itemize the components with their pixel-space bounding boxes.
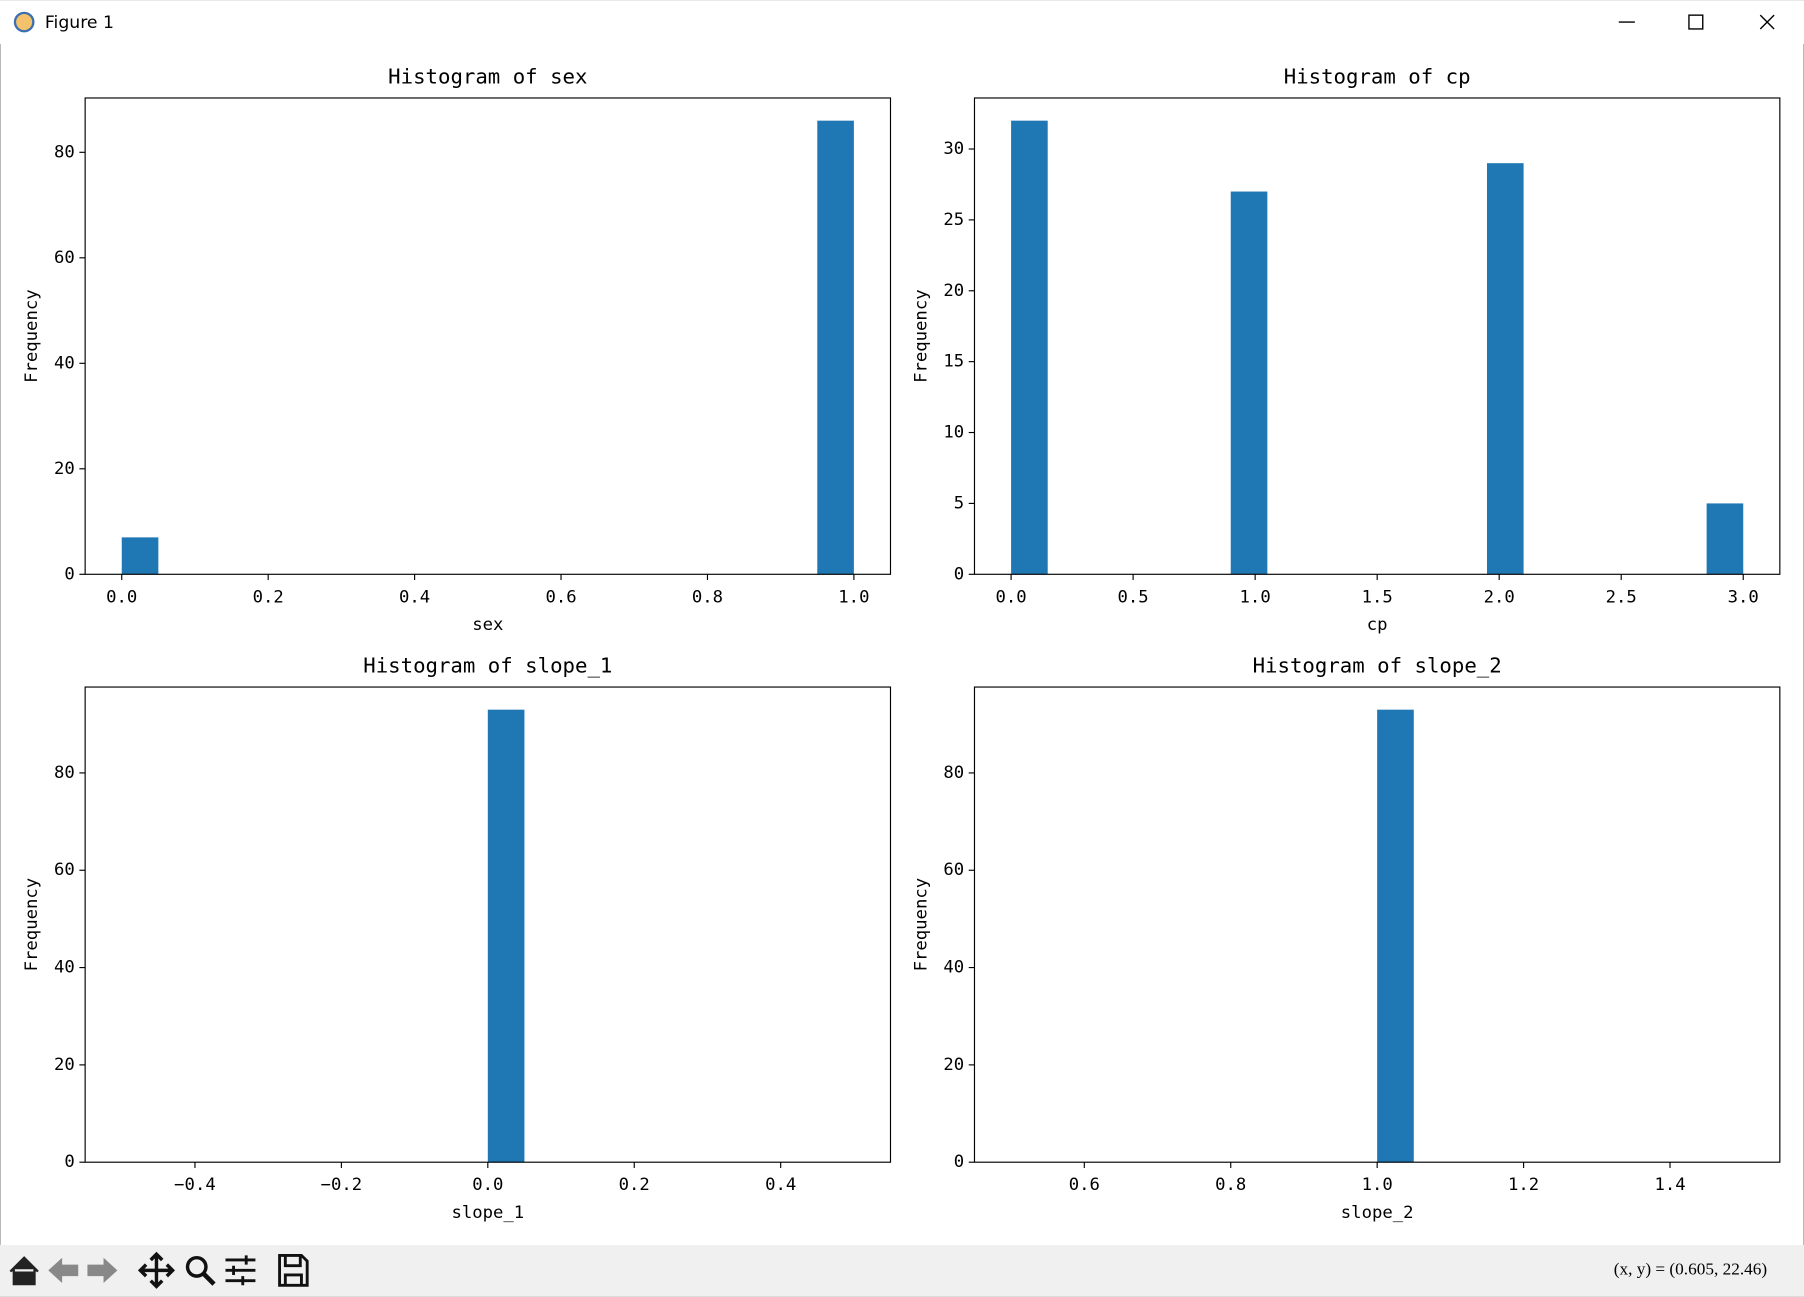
x-tick-label: 0.4 xyxy=(765,1175,796,1195)
x-tick-label: 0.0 xyxy=(996,587,1027,607)
x-tick-label: 0.0 xyxy=(106,587,137,607)
forward-button[interactable] xyxy=(87,1257,118,1284)
bar xyxy=(1011,120,1048,575)
x-tick-label: 0.5 xyxy=(1118,587,1149,607)
y-tick-label: 0 xyxy=(64,564,74,584)
x-tick-label: −0.2 xyxy=(321,1175,363,1195)
bar xyxy=(1230,191,1268,575)
x-tick-label: 1.0 xyxy=(838,587,869,607)
x-tick-label: 1.5 xyxy=(1362,587,1393,607)
axes-frame xyxy=(84,686,892,1163)
bar xyxy=(121,537,159,575)
y-tick-label: 20 xyxy=(54,1055,75,1075)
y-axis-label: Frequency xyxy=(22,878,42,971)
y-tick-label: 60 xyxy=(943,860,964,880)
x-tick-label: 0.4 xyxy=(399,587,430,607)
y-tick-label: 60 xyxy=(54,860,75,880)
bar xyxy=(817,120,854,575)
y-tick-label: 80 xyxy=(54,763,75,783)
y-tick-label: 20 xyxy=(54,459,75,479)
chart-title: Histogram of cp xyxy=(1284,64,1471,88)
x-tick-label: 0.6 xyxy=(1069,1175,1100,1195)
x-tick-label: 0.2 xyxy=(253,587,284,607)
pan-button[interactable] xyxy=(137,1251,176,1289)
y-tick-label: 80 xyxy=(943,763,964,783)
y-tick-label: 30 xyxy=(943,139,964,159)
x-tick-label: 0.8 xyxy=(1215,1175,1246,1195)
x-axis-label: slope_1 xyxy=(451,1203,524,1223)
zoom-button[interactable] xyxy=(185,1255,208,1278)
y-axis-label: Frequency xyxy=(22,289,42,382)
chart-title: Histogram of slope_1 xyxy=(363,653,612,677)
bar xyxy=(1486,163,1524,575)
bar xyxy=(1706,503,1744,575)
app-icon xyxy=(13,11,35,33)
back-button[interactable] xyxy=(48,1257,79,1284)
x-tick-label: 3.0 xyxy=(1728,587,1759,607)
bar xyxy=(1377,709,1414,1163)
x-tick-label: 0.8 xyxy=(692,587,723,607)
x-tick-label: 2.5 xyxy=(1606,587,1637,607)
y-tick-label: 0 xyxy=(64,1152,74,1172)
x-tick-label: 0.6 xyxy=(545,587,576,607)
y-tick-label: 5 xyxy=(954,493,964,513)
x-tick-label: 1.0 xyxy=(1362,1175,1393,1195)
zoom-handle xyxy=(202,1272,216,1286)
y-tick-label: 40 xyxy=(943,958,964,978)
x-axis-label: cp xyxy=(1367,615,1388,635)
chart-title: Histogram of slope_2 xyxy=(1253,653,1502,677)
y-tick-label: 0 xyxy=(954,564,964,584)
axes-frame xyxy=(84,97,892,575)
y-tick-label: 20 xyxy=(943,281,964,301)
save-button[interactable] xyxy=(278,1253,309,1287)
x-axis-label: sex xyxy=(472,615,503,635)
y-axis-label: Frequency xyxy=(912,878,932,971)
x-axis-label: slope_2 xyxy=(1341,1203,1414,1223)
title-bar xyxy=(0,0,1804,44)
y-tick-label: 10 xyxy=(943,423,964,443)
status-text: (x, y) = (0.605, 22.46) xyxy=(1614,1259,1767,1278)
chart-title: Histogram of sex xyxy=(388,64,587,88)
x-tick-label: 1.2 xyxy=(1508,1175,1539,1195)
x-tick-label: 0.2 xyxy=(619,1175,650,1195)
y-tick-label: 60 xyxy=(54,248,75,268)
close-button[interactable] xyxy=(1759,14,1775,30)
home-button[interactable] xyxy=(9,1256,39,1286)
x-tick-label: 2.0 xyxy=(1484,587,1515,607)
x-tick-label: 0.0 xyxy=(472,1175,503,1195)
y-tick-label: 25 xyxy=(943,210,964,230)
x-tick-label: 1.0 xyxy=(1240,587,1271,607)
y-tick-label: 20 xyxy=(943,1055,964,1075)
y-axis-label: Frequency xyxy=(912,289,932,382)
maximize-button[interactable] xyxy=(1688,14,1704,30)
bar xyxy=(487,709,525,1163)
y-tick-label: 40 xyxy=(54,958,75,978)
axes-frame xyxy=(973,686,1781,1163)
y-tick-label: 80 xyxy=(54,142,75,162)
y-tick-label: 15 xyxy=(943,352,964,372)
y-tick-label: 40 xyxy=(54,353,75,373)
y-tick-label: 0 xyxy=(954,1152,964,1172)
x-tick-label: −0.4 xyxy=(174,1175,216,1195)
window-title: Figure 1 xyxy=(45,13,114,33)
x-tick-label: 1.4 xyxy=(1654,1175,1685,1195)
toolbar xyxy=(0,1245,1804,1297)
configure-button[interactable] xyxy=(225,1255,256,1286)
